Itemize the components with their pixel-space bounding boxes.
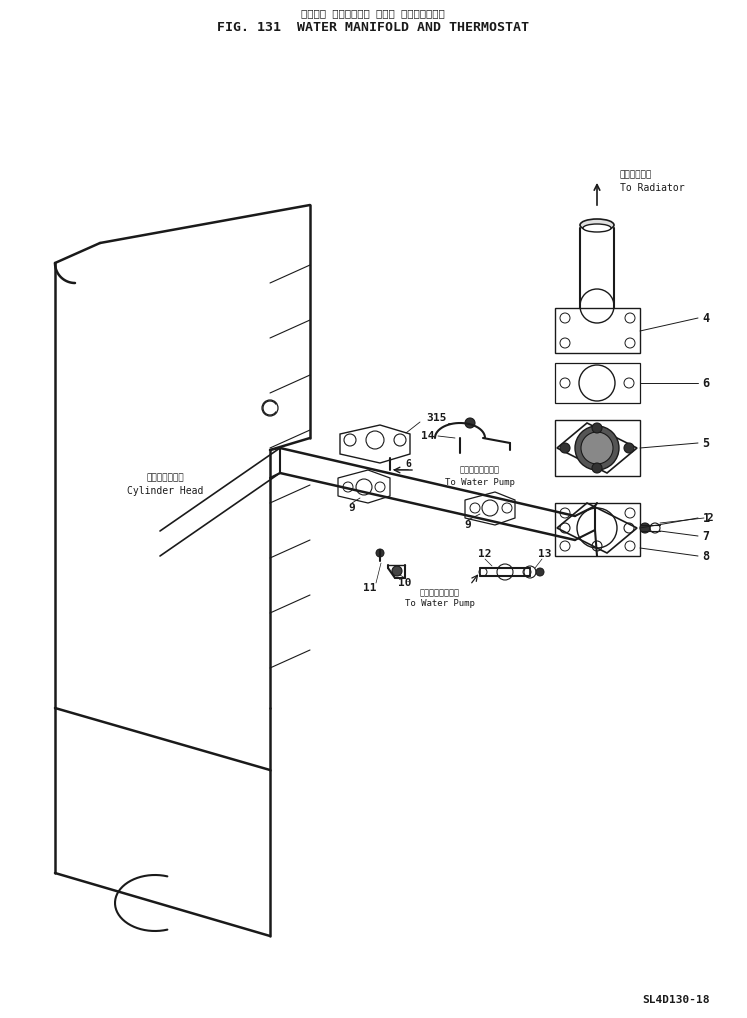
- Circle shape: [592, 463, 602, 473]
- Text: 5: 5: [702, 437, 710, 450]
- Ellipse shape: [583, 224, 611, 232]
- Text: FIG. 131  WATER MANIFOLD AND THERMOSTAT: FIG. 131 WATER MANIFOLD AND THERMOSTAT: [217, 20, 529, 34]
- Text: 6: 6: [702, 377, 710, 390]
- Circle shape: [392, 566, 402, 576]
- Text: ウォータポンプへ: ウォータポンプへ: [460, 465, 500, 474]
- Text: 8: 8: [702, 550, 710, 563]
- Text: 4: 4: [702, 312, 710, 325]
- Text: To Radiator: To Radiator: [620, 183, 684, 193]
- Circle shape: [376, 549, 384, 557]
- Text: 12: 12: [478, 549, 492, 559]
- Text: 7: 7: [702, 529, 710, 543]
- Circle shape: [624, 443, 634, 453]
- Text: 10: 10: [398, 578, 412, 588]
- Text: Cylinder Head: Cylinder Head: [127, 486, 203, 496]
- Circle shape: [592, 423, 602, 433]
- Text: To Water Pump: To Water Pump: [405, 600, 475, 609]
- Circle shape: [581, 432, 613, 464]
- Circle shape: [575, 426, 619, 470]
- Text: 2: 2: [707, 513, 713, 523]
- Text: 14: 14: [421, 431, 435, 441]
- Text: ウォータポンプへ: ウォータポンプへ: [420, 588, 460, 598]
- Text: 9: 9: [465, 520, 471, 530]
- Circle shape: [536, 568, 544, 576]
- Text: ラジエータへ: ラジエータへ: [620, 170, 652, 179]
- Text: 3: 3: [427, 413, 433, 423]
- Text: 11: 11: [363, 583, 376, 593]
- Text: 15: 15: [433, 413, 447, 423]
- Text: 9: 9: [349, 503, 356, 513]
- Ellipse shape: [580, 219, 614, 231]
- Text: SL4D130-18: SL4D130-18: [642, 995, 710, 1005]
- Circle shape: [640, 523, 650, 533]
- Circle shape: [560, 443, 570, 453]
- Text: To Water Pump: To Water Pump: [445, 477, 515, 487]
- Text: ウォータ マニホールド および サーモスタット: ウォータ マニホールド および サーモスタット: [301, 8, 445, 18]
- Text: シリンダヘッド: シリンダヘッド: [146, 473, 184, 483]
- Text: 13: 13: [539, 549, 552, 559]
- Circle shape: [465, 418, 475, 428]
- Text: 1: 1: [702, 511, 710, 524]
- Text: 6: 6: [405, 459, 411, 469]
